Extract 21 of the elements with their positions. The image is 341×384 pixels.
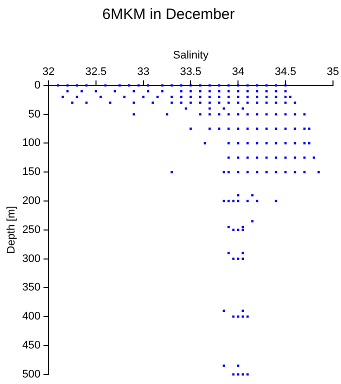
y-tick-label: 150 — [22, 166, 41, 178]
x-tick-label: 32 — [42, 66, 55, 78]
x-tick-label: 33.5 — [180, 66, 202, 78]
y-tick-label: 450 — [22, 340, 41, 352]
x-tick-label: 33 — [137, 66, 150, 78]
x-axis-title: Salinity — [172, 50, 209, 62]
y-tick-label: 0 — [34, 79, 41, 92]
x-tick-label: 32.5 — [85, 66, 107, 78]
y-tick-label: 350 — [22, 282, 41, 294]
y-tick-label: 50 — [28, 108, 41, 120]
y-tick-label: 300 — [22, 252, 41, 265]
y-tick-label: 400 — [22, 310, 41, 323]
x-tick-label: 34 — [232, 66, 244, 78]
y-tick-label: 100 — [22, 137, 41, 150]
y-tick-label: 200 — [22, 195, 41, 208]
chart-title: 6MKM in December — [102, 6, 235, 24]
y-tick-label: 500 — [22, 368, 41, 380]
x-tick-label: 34.5 — [274, 66, 296, 78]
y-tick-label: 250 — [22, 224, 41, 236]
x-tick-label: 35 — [326, 66, 340, 78]
y-axis-title: Depth [m] — [6, 206, 18, 254]
